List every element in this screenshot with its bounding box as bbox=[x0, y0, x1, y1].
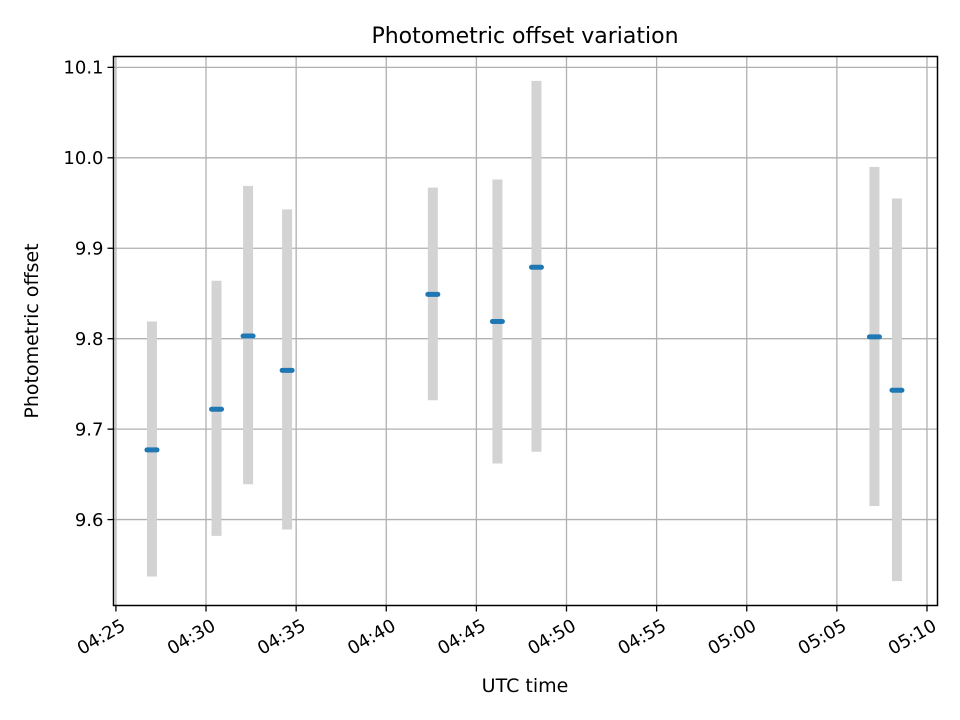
y-tick-label: 10.0 bbox=[63, 148, 103, 169]
y-tick-label: 10.1 bbox=[63, 58, 103, 79]
x-axis-label: UTC time bbox=[482, 675, 569, 697]
y-tick-label: 9.8 bbox=[75, 329, 104, 350]
chart-title: Photometric offset variation bbox=[371, 24, 678, 49]
y-tick-label: 9.6 bbox=[75, 510, 104, 531]
y-tick-label: 9.7 bbox=[75, 419, 104, 440]
y-tick-label: 9.9 bbox=[75, 239, 104, 260]
y-axis-label: Photometric offset bbox=[21, 243, 43, 418]
plot-frame bbox=[112, 55, 939, 607]
y-axis-ticks: 9.6 9.7 9.8 9.9 10.0 10.1 bbox=[63, 58, 114, 531]
data-points bbox=[144, 264, 905, 453]
